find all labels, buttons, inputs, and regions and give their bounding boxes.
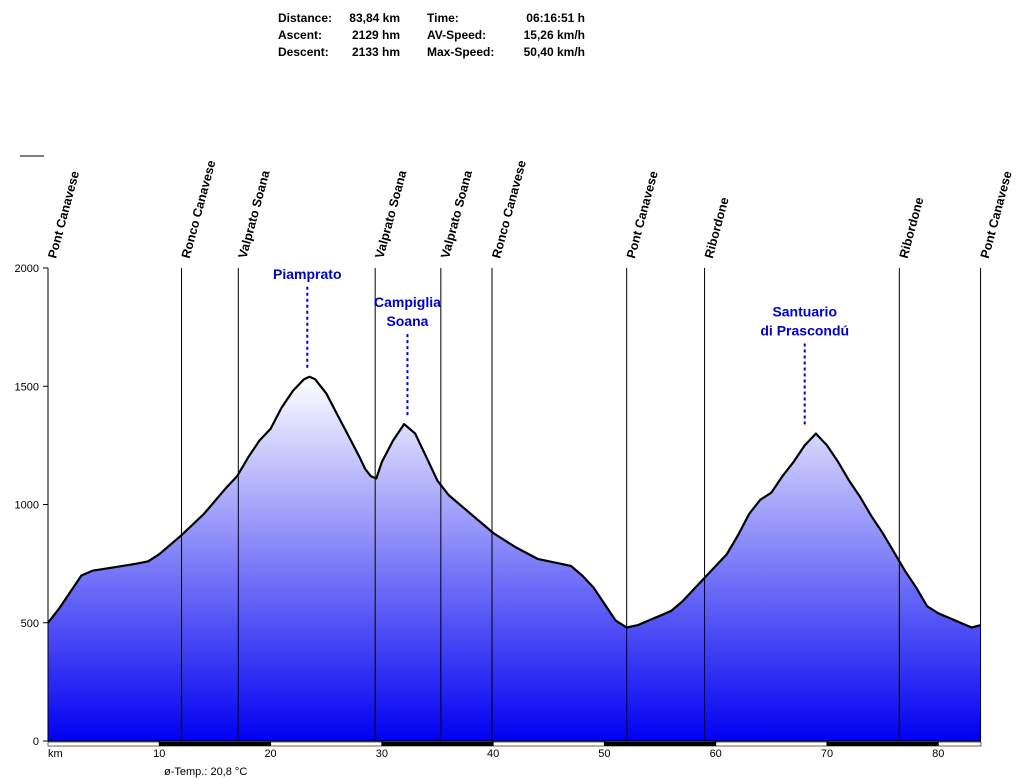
ascent-label: Ascent: xyxy=(278,28,323,42)
x-tick-label: 40 xyxy=(487,748,499,760)
temperature-label: ø-Temp.: 20,8 °C xyxy=(164,766,247,778)
avg-speed-value: 15,26 km/h xyxy=(523,28,585,42)
time-value: 06:16:51 h xyxy=(526,11,585,25)
summit-label: Piamprato xyxy=(273,266,341,282)
y-tick-label: 0 xyxy=(33,736,39,748)
waypoint-label: Ribordone xyxy=(897,196,927,260)
summit-label: Santuario xyxy=(772,304,837,320)
distance-bar xyxy=(47,741,982,747)
y-tick-label: 500 xyxy=(21,618,39,630)
summit-label: Campiglia xyxy=(374,294,441,310)
x-tick-label: 70 xyxy=(821,748,833,760)
waypoint-label: Pont Canavese xyxy=(45,170,82,260)
distance-value: 83,84 km xyxy=(349,11,400,25)
distance-bar-segment xyxy=(159,742,271,746)
waypoint-label: Pont Canavese xyxy=(624,170,661,260)
distance-bar-segment xyxy=(604,742,716,746)
x-tick-label: 30 xyxy=(376,748,388,760)
y-tick-label: 1000 xyxy=(15,500,39,512)
summit-label: Soana xyxy=(386,313,428,329)
descent-label: Descent: xyxy=(278,45,329,59)
y-tick-label: 2000 xyxy=(15,263,39,275)
x-tick-label: 20 xyxy=(264,748,276,760)
waypoint-label: Valprato Soana xyxy=(438,168,475,260)
time-label: Time: xyxy=(427,11,459,25)
ascent-value: 2129 hm xyxy=(351,28,400,42)
distance-bar-segment xyxy=(826,742,939,746)
max-speed-value: 50,40 km/h xyxy=(523,45,585,59)
descent-value: 2133 hm xyxy=(351,45,400,59)
avg-speed-label: AV-Speed: xyxy=(427,28,487,42)
waypoint-label: Ribordone xyxy=(702,196,732,260)
waypoint-label: Pont Canavese xyxy=(978,170,1015,260)
x-tick-label: 60 xyxy=(710,748,722,760)
max-speed-label: Max-Speed: xyxy=(427,45,495,59)
waypoint-label: Valprato Soana xyxy=(373,168,410,260)
summit-label: di Prascondú xyxy=(760,323,849,339)
y-tick-label: 1500 xyxy=(15,381,39,393)
waypoint-label: Valprato Soana xyxy=(236,168,273,260)
waypoint-label: Ronco Canavese xyxy=(489,159,529,260)
distance-bar-segment xyxy=(381,742,494,746)
elevation-line xyxy=(47,375,982,629)
waypoint-label: Ronco Canavese xyxy=(179,159,219,260)
x-axis-label: km xyxy=(48,748,63,760)
x-tick-label: 10 xyxy=(153,748,165,760)
x-tick-label: 80 xyxy=(932,748,944,760)
elevation-area xyxy=(48,376,981,741)
x-tick-label: 50 xyxy=(598,748,610,760)
distance-label: Distance: xyxy=(278,11,333,25)
